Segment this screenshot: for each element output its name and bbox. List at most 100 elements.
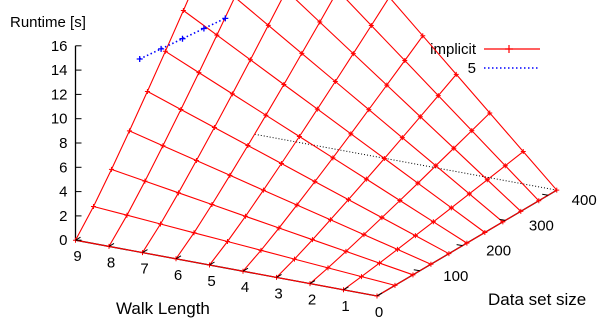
legend-marker-implicit [505, 45, 513, 53]
surface-point [317, 19, 323, 25]
x-tick-label: 1 [341, 298, 349, 315]
x-tick-label: 0 [375, 304, 383, 321]
surface-point [368, 22, 374, 28]
surface-point [350, 51, 356, 57]
surface-line-size-0 [75, 239, 378, 297]
surface-point [245, 143, 251, 149]
series-5-point [136, 56, 143, 63]
surface-point [196, 70, 202, 76]
surface-point [466, 191, 472, 197]
surface-point [327, 217, 333, 223]
y-tick [542, 193, 549, 196]
surface-point [330, 155, 336, 161]
series-5-point [222, 15, 229, 22]
surface-point [448, 205, 454, 211]
surface-point [294, 202, 300, 208]
surface-point [520, 149, 526, 155]
x-tick [309, 280, 316, 285]
z-tick-label: 16 [51, 38, 68, 55]
surface-point [214, 32, 220, 38]
surface-point [518, 208, 524, 214]
surface-point [276, 225, 282, 231]
surface-line-size-378 [346, 0, 540, 202]
surface-point [180, 7, 186, 13]
surface-point [381, 155, 387, 161]
surface-point [299, 50, 305, 56]
x-axis-label: Walk Length [116, 299, 210, 318]
x-tick-label: 5 [207, 273, 215, 290]
surface-point [211, 124, 217, 130]
surface-point [376, 260, 382, 266]
surface-point [384, 82, 390, 88]
surface-point [402, 58, 408, 64]
surface-point [124, 212, 130, 218]
x-tick [175, 255, 182, 260]
surface-line-size-294 [237, 0, 504, 223]
x-tick-label: 4 [241, 279, 249, 296]
surface-point [332, 78, 338, 84]
surface-line-walk-5 [209, 0, 389, 266]
surface-point [278, 161, 284, 167]
x-tick-label: 6 [174, 267, 182, 284]
x-tick-label: 7 [140, 261, 148, 278]
surface-point [209, 202, 215, 208]
surface-point [258, 247, 264, 253]
surface-point [446, 251, 452, 257]
y-tick-label: 200 [486, 243, 511, 260]
surface-point [554, 187, 560, 193]
surface-point [265, 22, 271, 28]
surface-point [451, 145, 457, 151]
legend-label-five: 5 [468, 60, 476, 77]
x-tick-label: 3 [274, 285, 282, 302]
y-tick-label: 400 [572, 192, 597, 209]
z-tick-label: 0 [59, 232, 67, 249]
y-tick [456, 244, 463, 247]
surface-point [191, 230, 197, 236]
x-tick-label: 8 [107, 254, 115, 271]
surface-point [343, 248, 349, 254]
base-back-edge [255, 133, 557, 191]
surface-line-size-84 [111, 168, 414, 276]
series-5-point [158, 45, 165, 52]
y-tick [499, 218, 506, 221]
surface-point [484, 177, 490, 183]
surface-line-size-210 [165, 50, 468, 244]
surface-point [502, 163, 508, 169]
surface-point [363, 176, 369, 182]
surface-point [312, 179, 318, 185]
surface-point [263, 112, 269, 118]
y-tick [413, 269, 420, 272]
x-tick [276, 273, 282, 278]
surface-point [162, 48, 168, 54]
surface-point [178, 106, 184, 112]
surface-line-walk-4 [242, 35, 424, 272]
surface-point [410, 272, 416, 278]
surface-point [428, 261, 434, 267]
surface-point [260, 187, 266, 193]
surface-point [296, 134, 302, 140]
surface-line-size-336 [295, 0, 522, 212]
x-tick [242, 267, 249, 272]
y-axis-label: Data set size [488, 290, 586, 309]
x-tick [343, 286, 349, 291]
surface-point [433, 163, 439, 169]
z-tick-label: 14 [51, 62, 68, 79]
surface-line-size-252 [183, 10, 486, 233]
y-tick-label: 100 [443, 268, 468, 285]
surface-line-size-420 [391, 0, 558, 191]
x-tick-label: 9 [73, 248, 81, 265]
x-tick-label: 2 [308, 292, 316, 309]
surface-point [314, 106, 320, 112]
surface-point [345, 197, 351, 203]
x-tick [142, 249, 148, 254]
legend-label-implicit: implicit [430, 41, 477, 58]
z-tick-label: 8 [59, 135, 67, 152]
x-tick [209, 261, 215, 266]
surface-point [291, 256, 297, 262]
surface-point [536, 198, 542, 204]
surface-point [487, 110, 493, 116]
surface-point [379, 215, 385, 221]
legend: implicit 5 [430, 41, 540, 77]
surface-line-size-42 [93, 205, 396, 286]
surface-point [412, 233, 418, 239]
